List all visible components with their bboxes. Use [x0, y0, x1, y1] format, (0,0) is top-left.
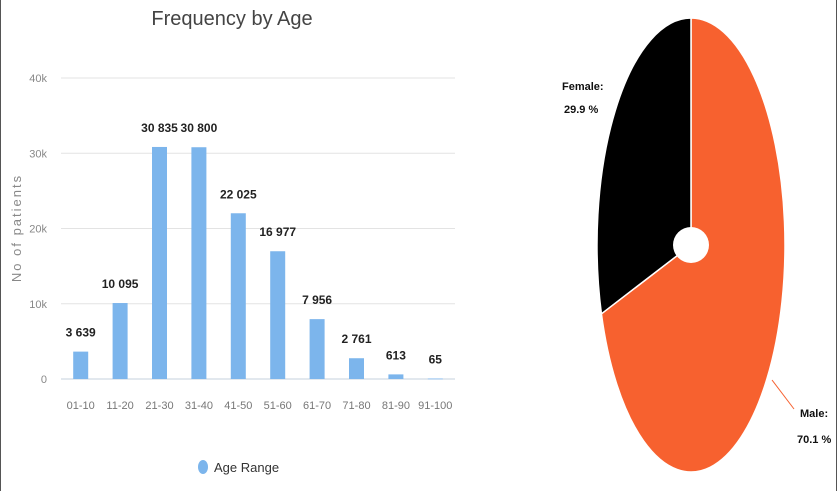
bar[interactable]: [349, 358, 364, 379]
value-labels: 3 639 10 095 30 835 30 800 22 025 16 977 7 956…: [66, 121, 443, 367]
y-axis-label: No of patients: [9, 174, 24, 282]
x-tick-label: 41-50: [224, 400, 252, 412]
y-tick-label: 30k: [29, 148, 47, 160]
x-tick-label: 61-70: [303, 400, 331, 412]
bar[interactable]: [309, 319, 325, 379]
bar-value-label: 65: [429, 353, 443, 367]
y-tick-label: 20k: [29, 224, 47, 236]
legend[interactable]: Age Range: [198, 460, 279, 475]
x-tick-label: 71-80: [342, 400, 370, 412]
bar-chart: Frequency by Age No of patients 0 10k 20k 3…: [9, 8, 455, 475]
x-tick-label: 51-60: [264, 400, 292, 412]
female-label-value: 29.9 %: [564, 104, 598, 116]
bar-value-label: 10 095: [102, 277, 139, 291]
y-tick-label: 40k: [29, 73, 47, 85]
x-tick-label: 31-40: [185, 400, 213, 412]
bar[interactable]: [270, 251, 286, 379]
male-label-name: Male:: [800, 408, 828, 420]
legend-label: Age Range: [214, 460, 279, 475]
y-tick-label: 0: [41, 374, 47, 386]
legend-marker: [198, 460, 208, 474]
bar[interactable]: [191, 147, 207, 379]
bar-value-label: 613: [386, 348, 406, 362]
bar[interactable]: [73, 351, 89, 379]
x-tick-label: 81-90: [382, 400, 410, 412]
bar-value-label: 3 639: [66, 326, 96, 340]
pie-chart: Female: 29.9 % Male: 70.1 %: [562, 17, 831, 473]
bars: [73, 146, 443, 380]
bar-value-label: 16 977: [259, 225, 296, 239]
bar-value-label: 30 835: [141, 121, 178, 135]
male-label-connector: [771, 379, 795, 410]
bar[interactable]: [427, 378, 443, 380]
y-axis-ticks: 0 10k 20k 30k 40k: [29, 73, 47, 386]
x-axis-ticks: 01-10 11-20 21-30 31-40 41-50 51-60 61-70 71-80…: [67, 400, 453, 412]
pie-center-hole: [673, 227, 709, 263]
x-tick-label: 21-30: [145, 400, 173, 412]
pie-slice-female[interactable]: [596, 17, 692, 316]
x-tick-label: 11-20: [106, 400, 133, 412]
y-tick-label: 10k: [29, 299, 47, 311]
bar[interactable]: [388, 374, 404, 379]
bar[interactable]: [230, 213, 246, 379]
bar-value-label: 7 956: [302, 293, 332, 307]
bar[interactable]: [152, 146, 167, 379]
x-tick-label: 91-100: [418, 400, 452, 412]
bar-value-label: 2 761: [341, 332, 371, 346]
left-border: [0, 0, 1, 491]
male-label-value: 70.1 %: [797, 434, 831, 446]
bar-value-label: 22 025: [220, 187, 257, 201]
bar-chart-title: Frequency by Age: [151, 8, 312, 30]
x-tick-label: 01-10: [67, 400, 95, 412]
bar-value-label: 30 800: [181, 121, 218, 135]
bar[interactable]: [112, 303, 128, 379]
female-label-name: Female:: [562, 81, 604, 93]
